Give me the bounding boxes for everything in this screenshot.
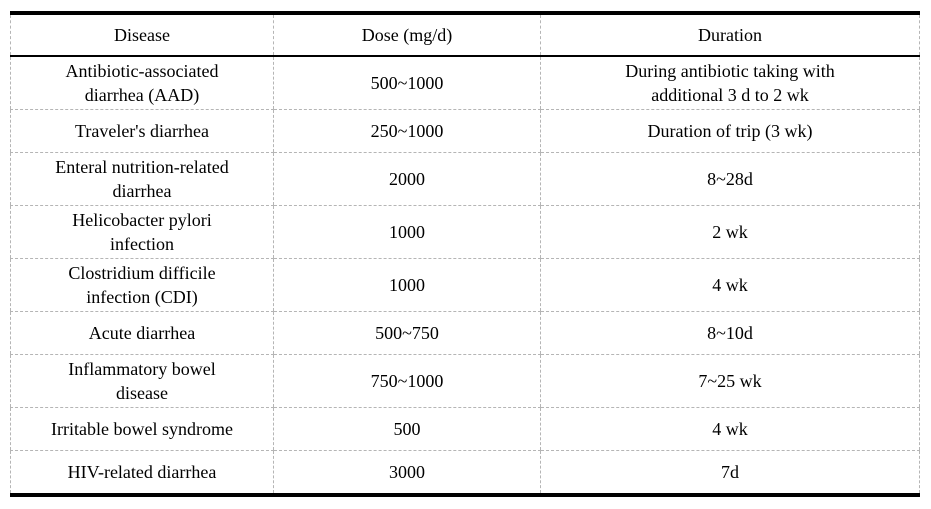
dose-cell: 1000: [273, 205, 541, 259]
table-row: Traveler's diarrhea 250~1000 Duration of…: [10, 109, 920, 153]
disease-cell: Enteral nutrition-related diarrhea: [10, 152, 274, 206]
dosage-table: Disease Dose (mg/d) Duration Antibiotic-…: [10, 11, 920, 497]
duration-cell: 7~25 wk: [540, 354, 920, 408]
dose-cell: 500~1000: [273, 56, 541, 110]
disease-cell: Traveler's diarrhea: [10, 109, 274, 153]
disease-cell: Acute diarrhea: [10, 311, 274, 355]
table-row: Inflammatory bowel disease 750~1000 7~25…: [10, 354, 920, 408]
column-header-dose: Dose (mg/d): [273, 13, 541, 57]
dose-cell: 2000: [273, 152, 541, 206]
disease-cell: Inflammatory bowel disease: [10, 354, 274, 408]
table-row: HIV-related diarrhea 3000 7d: [11, 450, 920, 495]
header-row: Disease Dose (mg/d) Duration: [10, 13, 920, 57]
column-header-disease: Disease: [10, 13, 274, 57]
duration-cell: 8~28d: [540, 152, 920, 206]
table-row: Helicobacter pylori infection 1000 2 wk: [10, 205, 920, 259]
disease-cell: Clostridium difficile infection (CDI): [10, 258, 274, 312]
duration-cell: 4 wk: [540, 258, 920, 312]
dose-cell: 1000: [273, 258, 541, 312]
dose-cell: 3000: [273, 450, 541, 495]
dose-cell: 250~1000: [273, 109, 541, 153]
dose-cell: 500: [273, 407, 541, 451]
dose-cell: 500~750: [273, 311, 541, 355]
duration-cell: 7d: [540, 450, 920, 495]
table-row: Antibiotic-associated diarrhea (AAD) 500…: [10, 56, 920, 110]
disease-cell: Irritable bowel syndrome: [10, 407, 274, 451]
disease-cell: HIV-related diarrhea: [67, 462, 217, 482]
table-row: Clostridium difficile infection (CDI) 10…: [10, 258, 920, 312]
duration-cell: 8~10d: [540, 311, 920, 355]
column-header-duration: Duration: [540, 13, 920, 57]
duration-cell: During antibiotic taking with additional…: [540, 56, 920, 110]
table-row: Acute diarrhea 500~750 8~10d: [10, 311, 920, 355]
duration-cell: Duration of trip (3 wk): [540, 109, 920, 153]
duration-cell: 2 wk: [540, 205, 920, 259]
table-row: Irritable bowel syndrome 500 4 wk: [10, 407, 920, 451]
disease-cell: Antibiotic-associated diarrhea (AAD): [10, 56, 274, 110]
disease-cell: Helicobacter pylori infection: [10, 205, 274, 259]
duration-cell: 4 wk: [540, 407, 920, 451]
table-row: Enteral nutrition-related diarrhea 2000 …: [10, 152, 920, 206]
dose-cell: 750~1000: [273, 354, 541, 408]
